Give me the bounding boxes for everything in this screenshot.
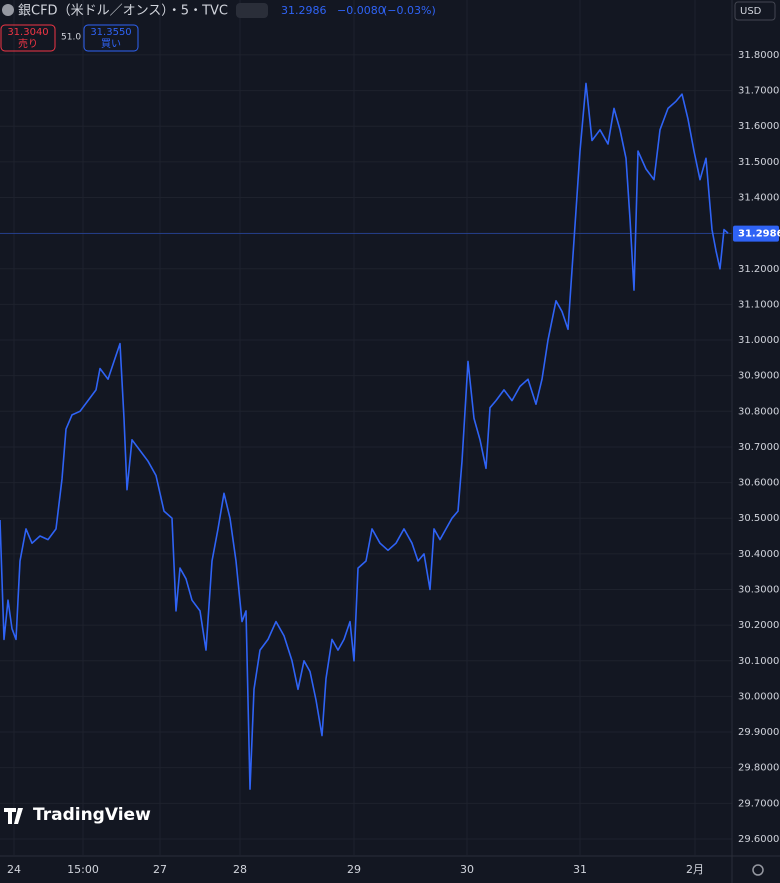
sell-button[interactable] xyxy=(0,24,56,52)
price-line xyxy=(0,82,729,790)
y-tick-label: 29.7000 xyxy=(738,798,779,809)
y-tick-label: 30.5000 xyxy=(738,513,779,524)
y-tick-label: 31.6000 xyxy=(738,121,779,132)
y-tick-label: 30.2000 xyxy=(738,620,779,631)
x-tick-label: 27 xyxy=(153,863,167,876)
y-tick-label: 30.3000 xyxy=(738,584,779,595)
y-tick-label: 30.7000 xyxy=(738,442,779,453)
currency-button[interactable] xyxy=(734,1,776,21)
y-tick-label: 29.6000 xyxy=(738,834,779,845)
y-tick-label: 31.4000 xyxy=(738,192,779,203)
symbol-icon xyxy=(2,4,14,16)
change-pct: (−0.03%) xyxy=(383,4,436,17)
last-price: 31.2986 xyxy=(281,4,327,17)
x-tick-label: 30 xyxy=(460,863,474,876)
plot xyxy=(0,82,732,790)
brand: TradingView xyxy=(33,805,151,825)
settings-icon[interactable] xyxy=(752,864,764,876)
y-tick-label: 31.2000 xyxy=(738,264,779,275)
symbol: 銀CFD（米ドル／オンス）・5・TVC xyxy=(18,4,228,19)
buy-label[interactable]: 買い xyxy=(101,38,121,50)
buy-button[interactable] xyxy=(83,24,139,52)
y-tick-label: 30.1000 xyxy=(738,656,779,667)
y-tick-label: 30.4000 xyxy=(738,549,779,560)
sell-label[interactable]: 売り xyxy=(18,37,38,50)
y-tick-label: 31.5000 xyxy=(738,157,779,168)
y-tick-label: 30.9000 xyxy=(738,371,779,382)
buy-price[interactable]: 31.3550 xyxy=(90,27,131,38)
x-tick-label: 29 xyxy=(347,863,361,876)
y-tick-label: 29.9000 xyxy=(738,727,779,738)
x-tick-label: 31 xyxy=(573,863,587,876)
change: −0.0080 xyxy=(337,4,385,17)
x-tick-label: 28 xyxy=(233,863,247,876)
spread: 51.0 xyxy=(61,33,81,43)
brand-logo xyxy=(4,808,23,824)
y-tick-label: 30.8000 xyxy=(738,406,779,417)
y-tick-label: 31.7000 xyxy=(738,86,779,97)
y-tick-label: 31.8000 xyxy=(738,50,779,61)
last-price-tag xyxy=(733,225,779,242)
sell-price[interactable]: 31.3040 xyxy=(7,27,48,38)
y-tick-label: 30.6000 xyxy=(738,478,779,489)
y-tick-label: 30.0000 xyxy=(738,691,779,702)
currency[interactable]: USD xyxy=(740,6,762,17)
y-tick-label: 31.1000 xyxy=(738,299,779,310)
y-tick-label: 29.8000 xyxy=(738,763,779,774)
y-tick-label: 31.0000 xyxy=(738,335,779,346)
x-tick-label: 15:00 xyxy=(67,863,99,876)
grid xyxy=(0,0,732,855)
x-tick-label: 24 xyxy=(7,863,21,876)
last-price-label: 31.2986 xyxy=(738,229,780,240)
status-badge xyxy=(236,3,268,18)
x-tick-label: 2月 xyxy=(686,863,704,876)
